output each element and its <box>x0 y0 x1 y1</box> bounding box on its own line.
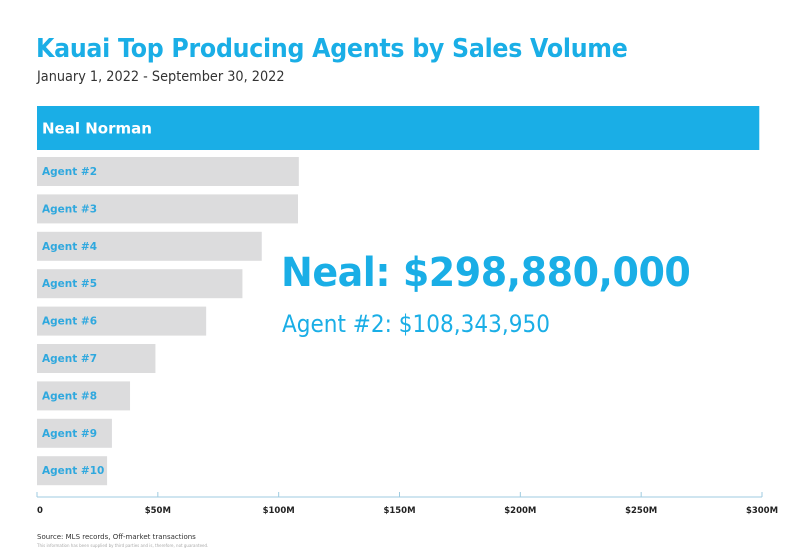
runner-up-volume-callout: Agent #2: $108,343,950 <box>282 310 550 338</box>
bar-highlight <box>37 106 760 150</box>
x-tick-label: 0 <box>37 506 43 516</box>
bar-label: Neal Norman <box>42 120 152 138</box>
x-tick-label: $100M <box>263 506 295 516</box>
bar <box>37 381 131 411</box>
bar-label: Agent #7 <box>42 353 97 365</box>
x-tick-label: $150M <box>383 506 415 516</box>
bar <box>37 269 243 299</box>
chart-subtitle: January 1, 2022 - September 30, 2022 <box>37 69 285 85</box>
bar <box>37 157 299 186</box>
x-tick-label: $250M <box>625 506 657 516</box>
bar <box>37 456 108 486</box>
bar-label: Agent #4 <box>42 241 97 253</box>
bar-label: Agent #3 <box>42 203 97 215</box>
x-tick-label: $300M <box>746 506 778 516</box>
bar-label: Agent #10 <box>42 465 104 477</box>
source-note: Source: MLS records, Off-market transact… <box>37 533 196 541</box>
disclaimer-note: This information has been supplied by th… <box>37 543 209 548</box>
chart-title: Kauai Top Producing Agents by Sales Volu… <box>36 34 628 64</box>
bar <box>37 306 207 336</box>
x-tick-label: $200M <box>504 506 536 516</box>
bar-label: Agent #6 <box>42 316 97 328</box>
bar-label: Agent #5 <box>42 278 97 290</box>
bar-label: Agent #9 <box>42 428 97 440</box>
x-tick-label: $50M <box>145 506 171 516</box>
bars-group: Neal Norman Agent #2 Agent #3 Agent #4 Agent… <box>37 106 760 486</box>
bar-label: Agent #8 <box>42 390 97 402</box>
bar <box>37 418 112 448</box>
bar <box>37 194 298 224</box>
x-axis: 0 $50M $100M $150M $200M $250M $300M <box>36 492 778 516</box>
bar <box>37 344 156 373</box>
bar <box>37 231 262 261</box>
leader-volume-callout: Neal: $298,880,000 <box>281 250 691 296</box>
bar-label: Agent #2 <box>42 166 97 178</box>
